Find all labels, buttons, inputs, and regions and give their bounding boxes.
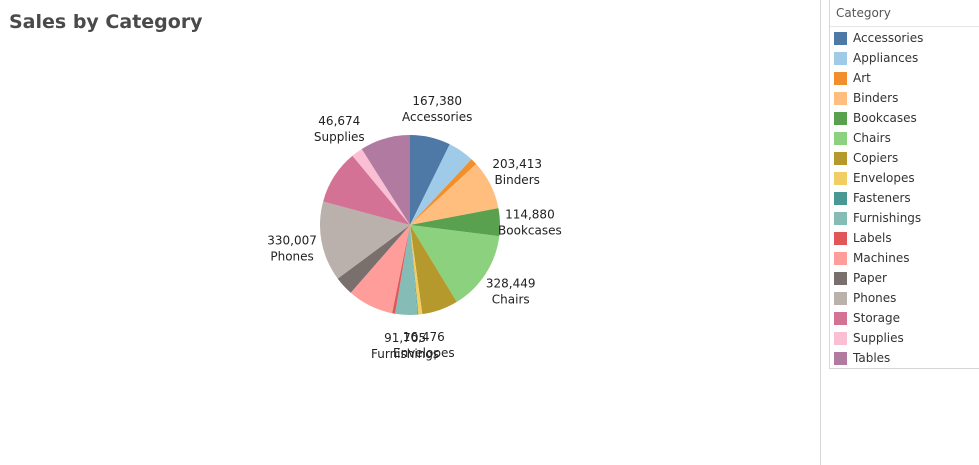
legend-swatch bbox=[834, 131, 847, 145]
data-label-category: Furnishings bbox=[371, 347, 439, 361]
data-label-value: 328,449 bbox=[486, 276, 536, 290]
legend-item-accessories[interactable]: Accessories bbox=[834, 28, 923, 48]
data-label-value: 330,007 bbox=[267, 233, 317, 247]
legend-swatch bbox=[834, 251, 847, 265]
legend-item-fasteners[interactable]: Fasteners bbox=[834, 188, 911, 208]
data-label-chairs: 328,449 Chairs bbox=[486, 276, 536, 306]
data-label-accessories: 167,380 Accessories bbox=[402, 94, 472, 124]
data-label-value: 91,705 bbox=[384, 331, 426, 345]
pie-chart: 167,380 Accessories 203,413 Binders 114,880 B… bbox=[267, 94, 562, 361]
pie-slice-bookcases[interactable] bbox=[410, 208, 501, 237]
legend-label: Phones bbox=[853, 291, 897, 305]
legend-panel: Category Accessories Appliances Art Binders… bbox=[820, 0, 979, 465]
legend-item-labels[interactable]: Labels bbox=[834, 228, 892, 248]
data-label-supplies: 46,674 Supplies bbox=[314, 114, 365, 144]
legend-item-furnishings[interactable]: Furnishings bbox=[834, 208, 921, 228]
pie-slice-art[interactable] bbox=[410, 159, 477, 225]
legend-label: Chairs bbox=[853, 131, 891, 145]
pie-slice-appliances[interactable] bbox=[410, 144, 472, 225]
legend-label: Copiers bbox=[853, 151, 899, 165]
legend-swatch bbox=[834, 331, 847, 345]
pie-slice-envelopes[interactable] bbox=[410, 225, 423, 315]
legend-swatch bbox=[834, 211, 847, 225]
data-label-value: 46,674 bbox=[318, 114, 360, 128]
legend-label: Binders bbox=[853, 91, 899, 105]
legend-label: Tables bbox=[853, 351, 891, 365]
legend-label: Appliances bbox=[853, 51, 919, 65]
legend-swatch bbox=[834, 91, 847, 105]
legend-item-phones[interactable]: Phones bbox=[834, 288, 896, 308]
legend-item-tables[interactable]: Tables bbox=[834, 348, 890, 368]
data-label-bookcases: 114,880 Bookcases bbox=[498, 207, 562, 237]
legend-swatch bbox=[834, 291, 847, 305]
pie-slice-phones[interactable] bbox=[319, 201, 410, 279]
legend-label: Storage bbox=[853, 311, 900, 325]
data-label-envelopes: 16,476 Envelopes bbox=[393, 330, 455, 360]
data-label-category: Accessories bbox=[402, 110, 472, 124]
data-label-phones: 330,007 Phones bbox=[267, 233, 317, 263]
data-label-category: Phones bbox=[270, 249, 313, 263]
legend-item-paper[interactable]: Paper bbox=[834, 268, 887, 288]
chart-title: Sales by Category bbox=[9, 11, 203, 33]
legend-item-machines[interactable]: Machines bbox=[834, 248, 909, 268]
legend-swatch bbox=[834, 231, 847, 245]
pie-slice-paper[interactable] bbox=[337, 225, 410, 293]
legend-item-appliances[interactable]: Appliances bbox=[834, 48, 918, 68]
legend-title: Category bbox=[830, 0, 979, 27]
legend-label: Furnishings bbox=[853, 211, 922, 225]
legend-label: Envelopes bbox=[853, 171, 915, 185]
pie-slice-fasteners[interactable] bbox=[410, 225, 419, 315]
legend-item-art[interactable]: Art bbox=[834, 68, 871, 88]
pie-slice-tables[interactable] bbox=[361, 135, 410, 225]
legend-label: Bookcases bbox=[853, 111, 917, 125]
legend-item-copiers[interactable]: Copiers bbox=[834, 148, 898, 168]
data-label-value: 114,880 bbox=[505, 207, 555, 221]
data-label-value: 203,413 bbox=[492, 157, 542, 171]
data-label-category: Chairs bbox=[492, 292, 530, 306]
pie-slice-binders[interactable] bbox=[410, 164, 499, 225]
legend-swatch bbox=[834, 191, 847, 205]
legend-item-envelopes[interactable]: Envelopes bbox=[834, 168, 915, 188]
legend-label: Paper bbox=[853, 271, 887, 285]
pie-slice-furnishings[interactable] bbox=[395, 225, 418, 315]
pie-slice-supplies[interactable] bbox=[352, 149, 410, 225]
legend-item-bookcases[interactable]: Bookcases bbox=[834, 108, 917, 128]
pie-slice-copiers[interactable] bbox=[410, 225, 457, 315]
legend-item-storage[interactable]: Storage bbox=[834, 308, 900, 328]
pie-slice-chairs[interactable] bbox=[410, 225, 500, 302]
data-label-category: Envelopes bbox=[393, 346, 455, 360]
legend: Category Accessories Appliances Art Binders… bbox=[829, 0, 979, 369]
data-label-furnishings: 91,705 Furnishings bbox=[371, 331, 439, 361]
data-label-value: 167,380 bbox=[412, 94, 462, 108]
legend-label: Fasteners bbox=[853, 191, 911, 205]
legend-swatch bbox=[834, 111, 847, 125]
pie-slice-machines[interactable] bbox=[350, 225, 410, 314]
pie-slice-accessories[interactable] bbox=[410, 135, 450, 225]
legend-swatch bbox=[834, 31, 847, 45]
legend-swatch bbox=[834, 151, 847, 165]
legend-swatch bbox=[834, 351, 847, 365]
legend-swatch bbox=[834, 311, 847, 325]
legend-swatch bbox=[834, 171, 847, 185]
data-label-category: Bookcases bbox=[498, 223, 562, 237]
legend-label: Art bbox=[853, 71, 871, 85]
legend-label: Labels bbox=[853, 231, 892, 245]
legend-item-supplies[interactable]: Supplies bbox=[834, 328, 904, 348]
legend-swatch bbox=[834, 71, 847, 85]
legend-label: Supplies bbox=[853, 331, 904, 345]
data-label-binders: 203,413 Binders bbox=[492, 157, 542, 187]
legend-label: Machines bbox=[853, 251, 910, 265]
data-label-category: Binders bbox=[495, 173, 540, 187]
data-label-value: 16,476 bbox=[403, 330, 445, 344]
legend-swatch bbox=[834, 51, 847, 65]
legend-label: Accessories bbox=[853, 31, 924, 45]
legend-swatch bbox=[834, 271, 847, 285]
pie-slice-labels[interactable] bbox=[392, 225, 410, 314]
legend-item-chairs[interactable]: Chairs bbox=[834, 128, 891, 148]
pie-slice-storage[interactable] bbox=[323, 155, 410, 225]
legend-item-binders[interactable]: Binders bbox=[834, 88, 898, 108]
data-label-category: Supplies bbox=[314, 130, 365, 144]
